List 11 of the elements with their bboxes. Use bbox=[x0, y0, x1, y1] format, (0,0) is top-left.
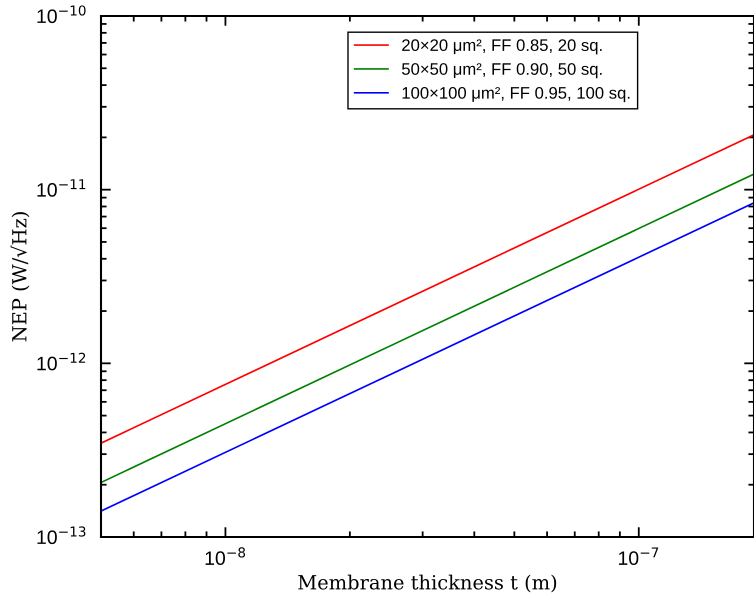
y-tick-label: 10$^{−13}$ bbox=[37, 526, 86, 544]
y-axis-title: NEP (W/√Hz) bbox=[10, 212, 30, 342]
y-tick-label: 10$^{−12}$ bbox=[37, 352, 86, 370]
legend-label: 100×100 μm², FF 0.95, 100 sq. bbox=[402, 86, 630, 102]
x-tick-label: 10$^{−8}$ bbox=[206, 547, 246, 566]
x-tick-label: 10$^{−7}$ bbox=[618, 547, 658, 566]
y-tick-label: 10$^{−11}$ bbox=[37, 179, 86, 197]
legend-label: 50×50 μm², FF 0.90, 50 sq. bbox=[402, 63, 602, 78]
x-axis-title: Membrane thickness t (m) bbox=[298, 574, 556, 592]
legend-label: 20×20 μm², FF 0.85, 20 sq. bbox=[402, 39, 602, 54]
y-tick-label: 10$^{−10}$ bbox=[37, 5, 86, 24]
